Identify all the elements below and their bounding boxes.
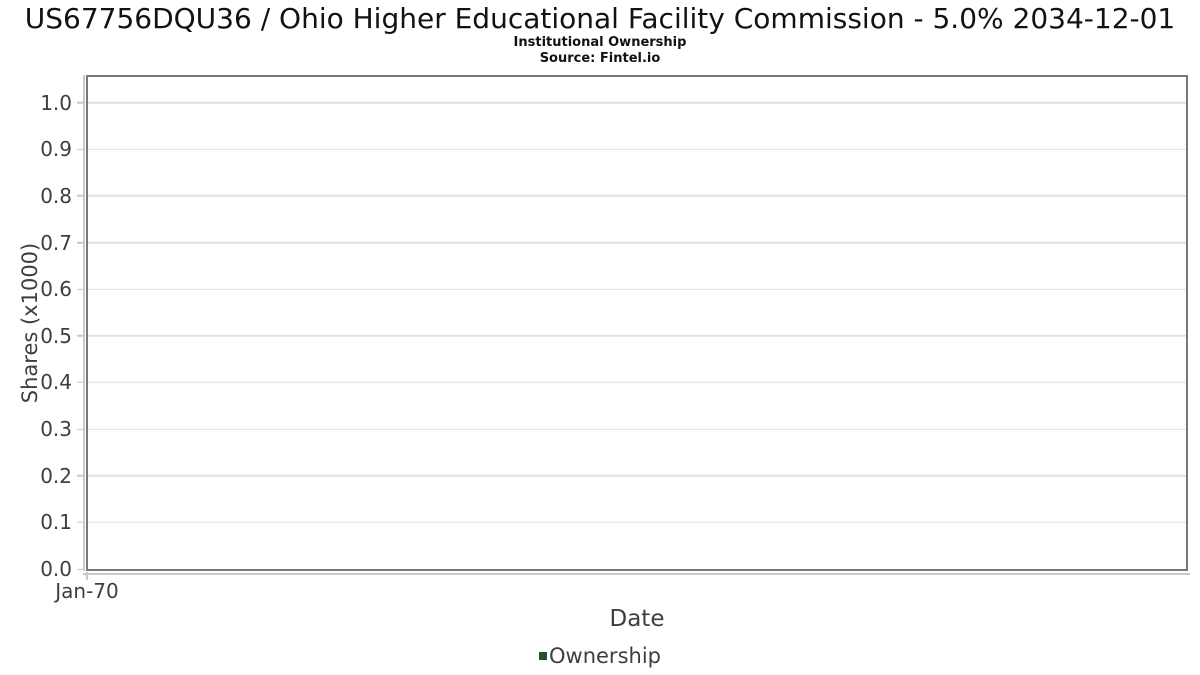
chart-subtitle: Institutional Ownership [513,35,687,50]
y-tick-label: 0.2 [40,463,72,488]
y-tick-label: 0.0 [40,557,72,581]
y-tick-mark [77,241,83,244]
y-gridline [88,521,1186,524]
x-tick-mark [86,572,88,580]
y-tick-label: 0.9 [40,137,72,162]
y-gridline [88,474,1186,477]
y-tick-label: 0.8 [40,183,72,208]
y-tick-mark [77,335,83,337]
x-axis-title: Date [609,606,665,632]
y-tick-mark [77,195,83,197]
x-tick-label: Jan-70 [55,579,119,603]
plot-area [86,75,1188,571]
y-gridline [88,148,1186,151]
y-axis-ticks: 0.0 0.1 0.2 0.3 0.4 0.5 0.6 0.7 0.8 0.9 1.0 [0,77,83,581]
y-tick-mark [77,474,83,477]
y-tick-label: 0.7 [40,230,72,255]
y-tick-label: 0.5 [40,323,72,348]
y-tick-mark [77,101,83,104]
y-gridline [88,101,1186,104]
y-tick-mark [77,381,83,384]
y-tick-mark [77,148,83,151]
y-tick-mark [77,568,83,570]
legend-label-ownership: Ownership [549,644,661,668]
y-gridline [88,381,1186,384]
y-tick-label: 0.1 [40,510,72,535]
y-gridline [88,428,1186,430]
y-tick-label: 0.4 [40,370,72,395]
y-tick-mark [77,288,83,290]
legend: Ownership [0,644,1200,668]
y-gridline [88,288,1186,290]
y-tick-label: 0.6 [40,277,72,302]
legend-marker-ownership [539,652,547,660]
y-gridline [88,195,1186,197]
x-axis-line [83,573,1190,575]
y-gridline [88,241,1186,244]
y-tick-label: 1.0 [40,90,72,115]
y-tick-mark [77,428,83,430]
y-gridline [88,335,1186,337]
y-tick-mark [77,521,83,524]
chart-source-credit: Source: Fintel.io [539,51,661,66]
chart-title: US67756DQU36 / Ohio Higher Educational F… [24,2,1176,35]
y-axis-line [83,75,85,571]
y-tick-label: 0.3 [40,417,72,442]
